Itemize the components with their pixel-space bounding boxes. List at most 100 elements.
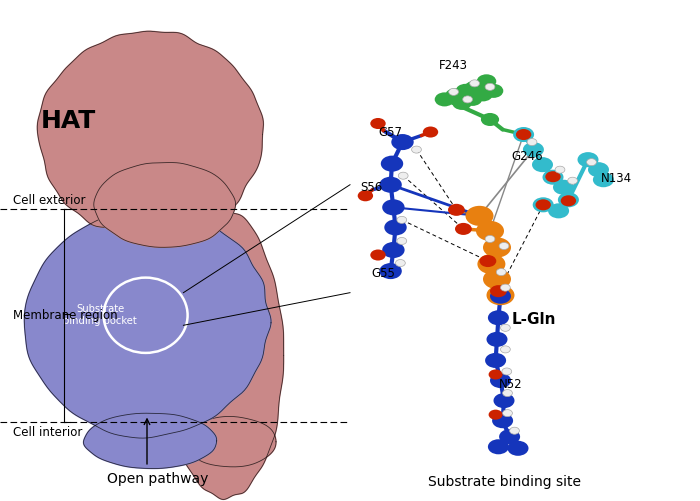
Circle shape [513, 128, 534, 143]
Circle shape [473, 88, 493, 102]
Circle shape [445, 89, 465, 103]
Text: G246: G246 [511, 149, 542, 162]
Circle shape [545, 172, 561, 183]
Circle shape [499, 429, 520, 444]
Circle shape [463, 97, 473, 104]
Circle shape [484, 85, 503, 99]
Circle shape [593, 173, 614, 188]
Circle shape [500, 285, 510, 292]
Circle shape [481, 114, 499, 127]
Circle shape [553, 180, 574, 195]
Circle shape [508, 441, 528, 456]
Circle shape [397, 238, 407, 245]
Circle shape [448, 204, 465, 216]
Circle shape [381, 156, 403, 172]
Circle shape [477, 75, 496, 89]
Circle shape [490, 286, 507, 298]
Circle shape [486, 332, 507, 347]
Circle shape [536, 200, 551, 211]
Text: N52: N52 [499, 377, 523, 390]
Text: L-Gln: L-Gln [511, 311, 556, 326]
Polygon shape [94, 163, 236, 248]
Circle shape [485, 236, 495, 243]
Text: F243: F243 [439, 59, 468, 72]
Circle shape [503, 390, 512, 397]
Circle shape [561, 196, 576, 207]
Text: Cell exterior: Cell exterior [13, 194, 85, 207]
Circle shape [391, 135, 414, 151]
Circle shape [523, 143, 544, 158]
Text: Substrate binding site: Substrate binding site [428, 474, 580, 488]
Text: HAT: HAT [41, 109, 96, 133]
Circle shape [466, 81, 486, 95]
Text: Cell interior: Cell interior [13, 425, 82, 438]
Circle shape [398, 173, 408, 180]
Circle shape [490, 289, 511, 304]
Text: N134: N134 [601, 171, 631, 184]
Circle shape [452, 97, 472, 111]
Circle shape [488, 439, 509, 454]
Circle shape [492, 413, 513, 428]
Circle shape [548, 204, 569, 219]
Circle shape [496, 269, 506, 276]
Circle shape [480, 256, 496, 268]
Polygon shape [164, 212, 284, 499]
Circle shape [588, 163, 609, 178]
Circle shape [466, 206, 493, 226]
Circle shape [587, 159, 596, 166]
Circle shape [503, 410, 512, 417]
Circle shape [558, 193, 579, 208]
Circle shape [463, 93, 482, 107]
Circle shape [435, 93, 454, 107]
Circle shape [395, 260, 405, 267]
Polygon shape [186, 417, 276, 467]
Polygon shape [83, 413, 217, 468]
Circle shape [455, 223, 472, 235]
Circle shape [542, 170, 564, 185]
Circle shape [510, 427, 519, 434]
Circle shape [502, 368, 512, 375]
Circle shape [449, 89, 458, 96]
Circle shape [423, 127, 438, 138]
Circle shape [483, 238, 511, 258]
Circle shape [379, 264, 402, 280]
Circle shape [568, 178, 578, 185]
Circle shape [382, 200, 405, 216]
Circle shape [485, 84, 495, 91]
Circle shape [499, 243, 509, 250]
Circle shape [490, 373, 511, 388]
Circle shape [382, 242, 405, 259]
Circle shape [555, 167, 565, 174]
Circle shape [477, 255, 505, 275]
Circle shape [384, 220, 407, 236]
Circle shape [370, 250, 386, 261]
Text: Substrate
binding pocket: Substrate binding pocket [63, 304, 137, 326]
Text: G55: G55 [372, 267, 396, 280]
Circle shape [379, 177, 402, 193]
Circle shape [358, 191, 373, 202]
Text: Open pathway: Open pathway [107, 471, 208, 485]
Circle shape [489, 370, 503, 380]
Polygon shape [25, 210, 271, 438]
Circle shape [488, 311, 509, 326]
Circle shape [500, 325, 510, 332]
Circle shape [516, 130, 531, 141]
Circle shape [485, 353, 506, 368]
Circle shape [494, 393, 514, 408]
Polygon shape [37, 32, 263, 239]
Text: Membrane region: Membrane region [13, 308, 117, 321]
Circle shape [476, 221, 504, 241]
Circle shape [397, 217, 407, 224]
Circle shape [527, 139, 537, 146]
Circle shape [500, 346, 510, 353]
Circle shape [489, 410, 503, 420]
Text: G57: G57 [379, 125, 402, 138]
Circle shape [470, 81, 480, 88]
Circle shape [486, 286, 514, 306]
Circle shape [370, 119, 386, 130]
Text: S56: S56 [360, 180, 382, 193]
Circle shape [532, 158, 553, 173]
Circle shape [533, 198, 554, 213]
Circle shape [483, 270, 511, 290]
Circle shape [456, 85, 475, 99]
